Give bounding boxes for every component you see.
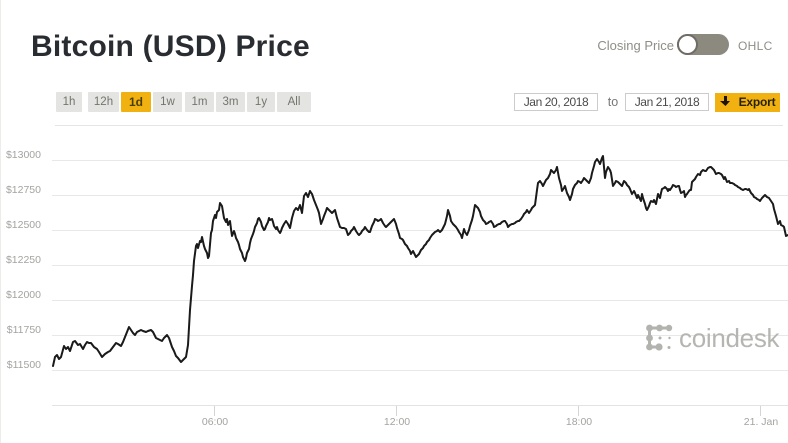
svg-text:06:00: 06:00 — [202, 416, 228, 428]
svg-text:$12000: $12000 — [6, 289, 41, 301]
svg-text:coindesk: coindesk — [679, 323, 781, 353]
svg-text:$11500: $11500 — [7, 359, 41, 371]
svg-text:$13000: $13000 — [6, 149, 41, 161]
svg-text:$12500: $12500 — [6, 219, 41, 231]
svg-text:12:00: 12:00 — [384, 416, 410, 428]
svg-text:$11750: $11750 — [7, 324, 41, 336]
svg-text:18:00: 18:00 — [566, 416, 592, 428]
svg-text:21. Jan: 21. Jan — [744, 416, 779, 428]
svg-text:$12750: $12750 — [6, 184, 41, 196]
svg-text:$12250: $12250 — [6, 254, 41, 266]
